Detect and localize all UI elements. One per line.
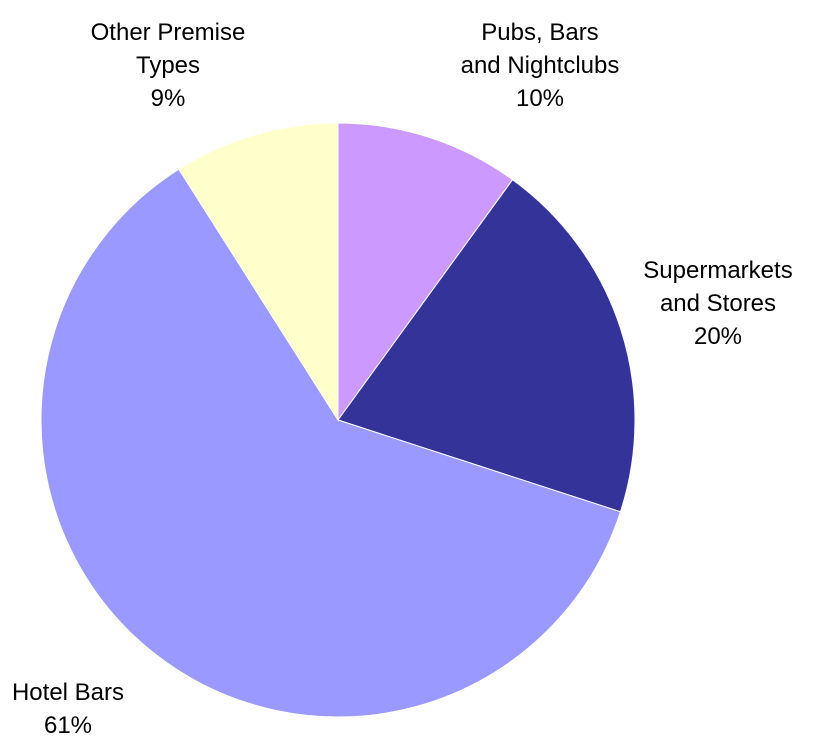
pie-slices xyxy=(40,122,636,718)
slice-label-3: Other Premise Types 9% xyxy=(91,19,246,112)
slice-percent-label: 20% xyxy=(694,323,742,350)
slice-label-1: Supermarkets and Stores 20% xyxy=(643,257,792,350)
slice-name-line: and Stores xyxy=(660,290,776,317)
slice-name-line: Types xyxy=(136,52,200,79)
pie-slice-2 xyxy=(40,168,622,718)
slice-name-line: Pubs, Bars xyxy=(481,19,598,46)
slice-percent-label: 9% xyxy=(151,85,186,112)
slice-label-2: Hotel Bars 61% xyxy=(12,679,124,739)
slice-name-line: Supermarkets xyxy=(643,257,792,284)
slice-name-line: Other Premise xyxy=(91,19,246,46)
pie-slice-0 xyxy=(337,122,514,422)
pie-labels: Pubs, Bars and Nightclubs 10% Supermarkets a… xyxy=(12,19,793,739)
pie-slice-1 xyxy=(337,179,636,513)
pie-slice-3 xyxy=(178,122,339,422)
slice-name-line: and Nightclubs xyxy=(461,52,620,79)
slice-label-0: Pubs, Bars and Nightclubs 10% xyxy=(461,19,620,112)
slice-name-line: Hotel Bars xyxy=(12,679,124,706)
slice-percent-label: 10% xyxy=(516,85,564,112)
slice-percent-label: 61% xyxy=(44,712,92,739)
